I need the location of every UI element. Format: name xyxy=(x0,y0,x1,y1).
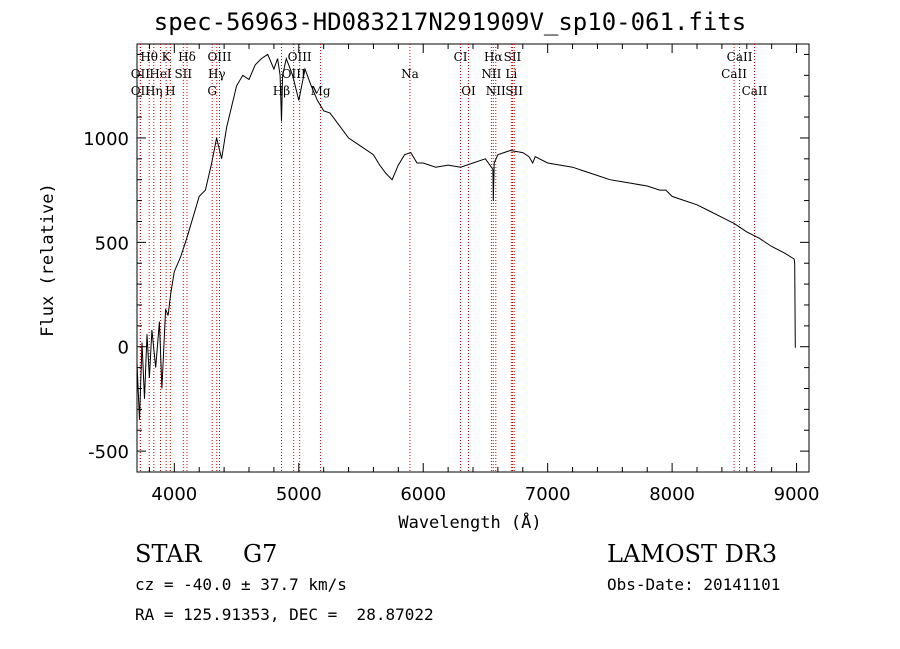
line-label: OII xyxy=(131,84,151,98)
y-tick-label: 1000 xyxy=(83,129,129,150)
line-label: CI xyxy=(454,50,468,64)
spectral-line-markers xyxy=(139,44,755,472)
line-label: Li xyxy=(505,67,517,81)
y-tick-label: 0 xyxy=(118,338,129,359)
survey-name: LAMOST DR3 xyxy=(607,540,778,568)
line-label: Hθ xyxy=(140,50,158,64)
axes: 4000 5000 6000 7000 8000 9000 -500 0 500 1000 xyxy=(83,44,819,505)
obs-date: Obs-Date: 20141101 xyxy=(607,575,781,594)
line-label: K xyxy=(162,50,172,64)
line-label: CaII xyxy=(721,67,747,81)
y-axis-label: Flux (relative) xyxy=(38,183,58,337)
x-tick-label: 9000 xyxy=(774,484,820,505)
line-label: OIII xyxy=(288,50,312,64)
line-label: CaII xyxy=(742,84,768,98)
cz-value: cz = -40.0 ± 37.7 km/s xyxy=(135,575,347,594)
x-tick-label: 6000 xyxy=(400,484,446,505)
x-tick-label: 5000 xyxy=(276,484,322,505)
x-tick-label: 8000 xyxy=(649,484,695,505)
line-label: CaII xyxy=(727,50,753,64)
line-label: Hγ xyxy=(208,67,226,81)
line-label: SII xyxy=(504,50,522,64)
line-label: Hα xyxy=(484,50,503,64)
y-tick-label: 500 xyxy=(95,233,129,254)
line-label: OI xyxy=(461,84,476,98)
y-tick-label: -500 xyxy=(88,442,129,463)
line-label: NII xyxy=(481,67,501,81)
plot-frame xyxy=(136,43,810,473)
line-label: OIII xyxy=(207,50,231,64)
object-subclass: G7 xyxy=(243,540,278,568)
object-class: STAR xyxy=(135,540,202,568)
line-label: OIII xyxy=(282,67,306,81)
line-label: G xyxy=(207,84,217,98)
line-label: SII xyxy=(174,67,192,81)
line-label: HeI xyxy=(149,67,172,81)
line-label: OII xyxy=(131,67,151,81)
line-label: Hη xyxy=(145,84,163,98)
line-label: SII xyxy=(505,84,523,98)
line-label: NII xyxy=(486,84,506,98)
line-label: Mg xyxy=(311,84,331,98)
spectrum-line xyxy=(136,53,796,420)
chart-title: spec-56963-HD083217N291909V_sp10-061.fit… xyxy=(153,8,747,36)
line-label: Na xyxy=(401,67,419,81)
ra-dec: RA = 125.91353, DEC = 28.87022 xyxy=(135,605,434,624)
x-tick-label: 7000 xyxy=(525,484,571,505)
x-axis-label: Wavelength (Å) xyxy=(398,511,541,533)
line-label: H xyxy=(165,84,175,98)
line-label: Hβ xyxy=(273,84,290,98)
x-tick-label: 4000 xyxy=(151,484,197,505)
line-label: Hδ xyxy=(178,50,196,64)
